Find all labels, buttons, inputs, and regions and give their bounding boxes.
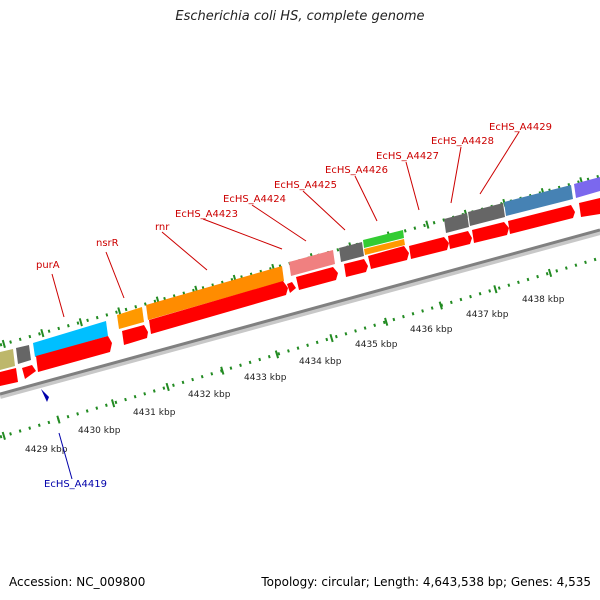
cds-arrow[interactable] <box>122 325 148 345</box>
gene-label-nsrR[interactable]: nsrR <box>96 238 119 249</box>
cds-arrow[interactable] <box>409 237 449 259</box>
scale-label: 4436 kbp <box>410 325 453 335</box>
cds-arrow[interactable] <box>579 198 600 217</box>
gene-box-khaki[interactable] <box>0 349 15 370</box>
gene-box-darkgray-2[interactable] <box>444 213 469 233</box>
gene-label-EcHS_A4429[interactable]: EcHS_A4429 <box>489 122 552 133</box>
reverse-gene-labels: EcHS_A4419 <box>44 432 107 490</box>
gene-label-EcHS_A4425[interactable]: EcHS_A4425 <box>274 180 337 191</box>
gene-label-EcHS_A4426[interactable]: EcHS_A4426 <box>325 165 388 176</box>
gene-box-darkgray-1[interactable] <box>339 242 364 262</box>
backbone-shadow <box>0 229 600 399</box>
inner-major-ticks <box>1 268 553 440</box>
gene-label-EcHS_A4427[interactable]: EcHS_A4427 <box>376 151 439 162</box>
gene-label-EcHS_A4423[interactable]: EcHS_A4423 <box>175 209 238 220</box>
cds-arrow[interactable] <box>508 205 575 234</box>
major-tick <box>329 333 334 343</box>
major-tick <box>110 399 116 408</box>
major-tick <box>493 285 498 294</box>
cds-arrow[interactable] <box>36 336 112 372</box>
scale-label: 4430 kbp <box>78 426 121 436</box>
major-tick <box>56 415 61 424</box>
gene-box-nsrR[interactable] <box>117 307 144 329</box>
leader-line <box>405 161 420 211</box>
cds-arrow[interactable] <box>368 246 409 269</box>
leader-line <box>161 231 208 271</box>
leader-line <box>450 146 462 204</box>
cds-arrow[interactable] <box>344 259 368 277</box>
scale-label: 4435 kbp <box>355 340 398 350</box>
scale-label: 4432 kbp <box>188 390 231 400</box>
major-tick <box>438 301 443 310</box>
leader-line <box>58 432 73 480</box>
scale-label: 4434 kbp <box>299 357 342 367</box>
major-tick <box>78 318 83 327</box>
major-tick <box>117 307 122 316</box>
major-tick <box>165 382 170 392</box>
cds-track <box>0 198 600 386</box>
gene-box-violet[interactable] <box>574 177 600 198</box>
cds-arrow[interactable] <box>0 368 18 386</box>
feature-track <box>0 177 600 370</box>
gene-box-orange-small[interactable] <box>364 239 405 255</box>
map-title: Escherichia coli HS, complete genome <box>175 9 425 24</box>
major-tick <box>1 339 6 349</box>
gene-box-rnr[interactable] <box>146 266 284 320</box>
leader-line <box>251 204 307 242</box>
gene-box-darkgray-3[interactable] <box>468 203 505 226</box>
gene-label-purA[interactable]: purA <box>36 260 60 271</box>
cds-arrow[interactable] <box>149 281 288 334</box>
scale-label: 4433 kbp <box>244 373 287 383</box>
leader-line <box>302 190 346 231</box>
major-tick <box>1 431 6 440</box>
leader-line <box>105 251 125 299</box>
gene-box-purA[interactable] <box>33 321 108 357</box>
cds-arrow[interactable] <box>472 222 509 243</box>
backbone-line <box>0 228 600 396</box>
accession-text: Accession: NC_009800 <box>9 575 146 589</box>
major-tick <box>547 268 553 278</box>
gene-box-green[interactable] <box>363 230 404 248</box>
cds-arrow[interactable] <box>22 365 36 379</box>
scale-label: 4438 kbp <box>522 295 565 305</box>
reverse-strand-marker[interactable] <box>41 389 49 402</box>
gene-box-pink[interactable] <box>289 250 335 276</box>
cds-arrow[interactable] <box>448 231 472 249</box>
scale-labels: 4429 kbp 4430 kbp 4431 kbp 4432 kbp 4433… <box>25 295 565 455</box>
scale-label: 4437 kbp <box>466 310 509 320</box>
gene-label-rnr[interactable]: rnr <box>155 222 170 233</box>
forward-gene-labels: purA nsrR rnr EcHS_A4423 EcHS_A4424 EcHS… <box>36 122 552 318</box>
gene-label-EcHS_A4424[interactable]: EcHS_A4424 <box>223 194 286 205</box>
gene-label-EcHS_A4419[interactable]: EcHS_A4419 <box>44 479 107 490</box>
scale-label: 4431 kbp <box>133 408 176 418</box>
major-tick <box>384 317 389 326</box>
gene-label-EcHS_A4428[interactable]: EcHS_A4428 <box>431 136 494 147</box>
inner-scale-ring <box>0 256 600 439</box>
cds-arrow[interactable] <box>296 267 338 290</box>
leader-line <box>354 175 378 222</box>
major-tick <box>220 366 225 375</box>
gene-box-darkgray-left[interactable] <box>16 345 31 364</box>
major-tick <box>274 350 280 359</box>
gene-box-steelblue[interactable] <box>504 185 573 216</box>
scale-label: 4429 kbp <box>25 445 68 455</box>
leader-line <box>51 273 65 318</box>
cds-arrow[interactable] <box>287 282 296 293</box>
major-tick <box>425 220 430 229</box>
major-tick <box>40 328 45 338</box>
leader-line <box>479 131 520 195</box>
genome-summary-text: Topology: circular; Length: 4,643,538 bp… <box>261 575 591 589</box>
leader-line <box>202 218 283 250</box>
